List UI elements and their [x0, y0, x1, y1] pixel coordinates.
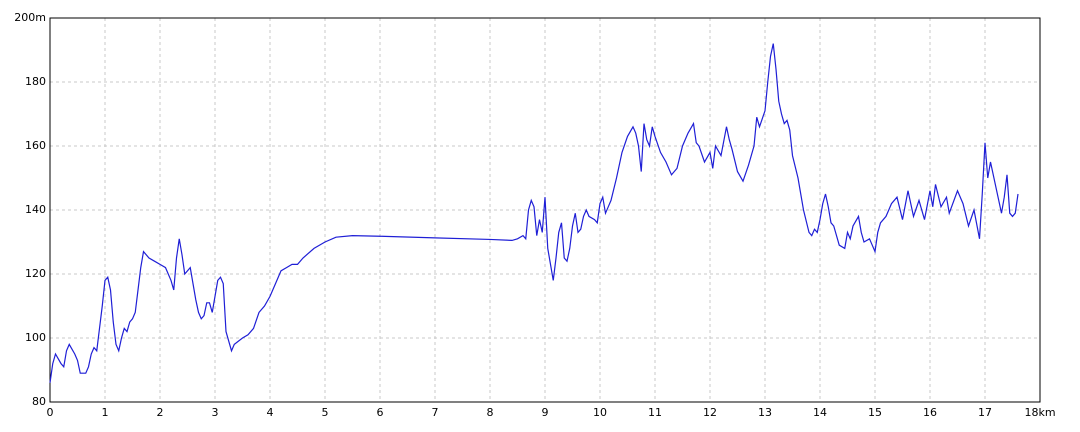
x-tick-label: 2 — [157, 406, 164, 419]
x-tick-label: 14 — [813, 406, 827, 419]
x-tick-label: 10 — [593, 406, 607, 419]
y-tick-label: 140 — [25, 203, 46, 216]
y-tick-label: 80 — [32, 395, 46, 408]
x-tick-label: 6 — [377, 406, 384, 419]
y-tick-label: 200m — [14, 11, 46, 24]
x-tick-label: 7 — [432, 406, 439, 419]
x-tick-label: 12 — [703, 406, 717, 419]
y-tick-label: 160 — [25, 139, 46, 152]
x-tick-label: 9 — [542, 406, 549, 419]
x-tick-label: 13 — [758, 406, 772, 419]
y-tick-label: 180 — [25, 75, 46, 88]
y-tick-label: 120 — [25, 267, 46, 280]
x-tick-label: 3 — [212, 406, 219, 419]
x-tick-label: 15 — [868, 406, 882, 419]
x-tick-label: 16 — [923, 406, 937, 419]
x-tick-label: 1 — [102, 406, 109, 419]
x-tick-label: 18km — [1024, 406, 1055, 419]
x-tick-label: 4 — [267, 406, 274, 419]
x-tick-label: 8 — [487, 406, 494, 419]
plot-frame — [49, 17, 1041, 403]
y-tick-label: 100 — [25, 331, 46, 344]
x-tick-label: 0 — [47, 406, 54, 419]
x-tick-label: 5 — [322, 406, 329, 419]
x-tick-label: 17 — [978, 406, 992, 419]
x-tick-label: 11 — [648, 406, 662, 419]
elevation-line — [49, 43, 1019, 383]
